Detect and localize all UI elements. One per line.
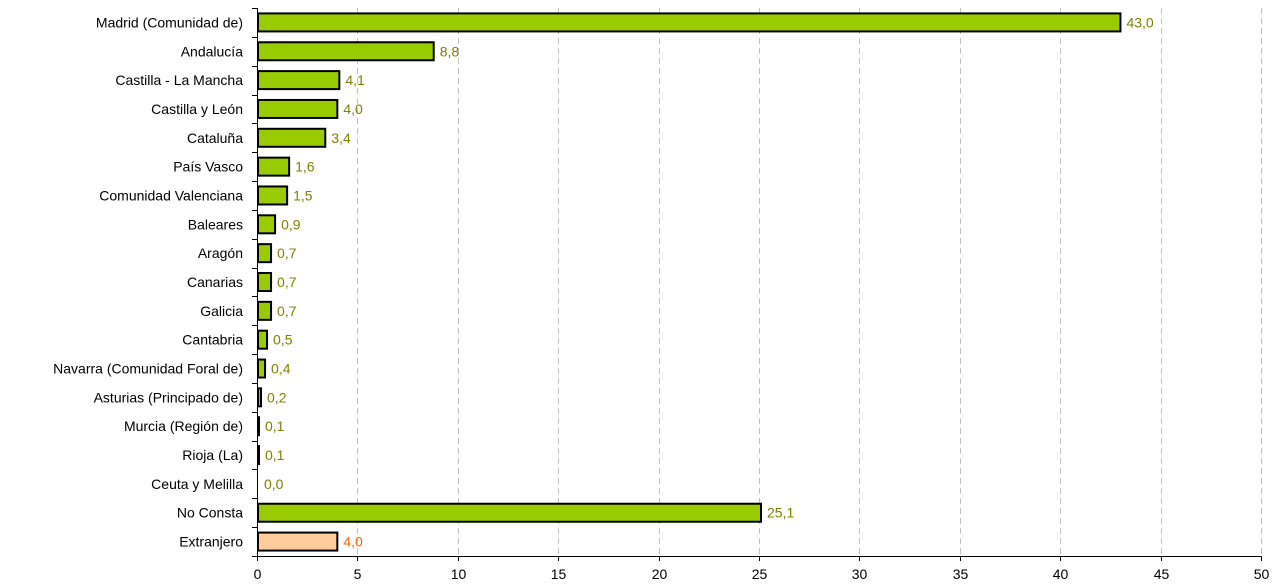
bar <box>257 214 277 235</box>
category-label: País Vasco <box>173 159 243 175</box>
x-tick-labels: 0 5 10 15 20 25 30 35 40 45 50 <box>254 566 1270 582</box>
value-label: 4,1 <box>345 72 365 88</box>
bar <box>257 358 267 379</box>
axes <box>252 8 1262 561</box>
x-tick-label: 15 <box>551 566 567 582</box>
value-label: 0,1 <box>265 447 285 463</box>
bar <box>257 272 273 292</box>
value-label: 0,4 <box>271 361 291 377</box>
category-label: Castilla y León <box>151 101 243 117</box>
x-tick-label: 0 <box>254 566 262 582</box>
value-label: 1,5 <box>293 187 313 203</box>
value-label: 0,0 <box>264 476 284 492</box>
value-label: 8,8 <box>440 43 460 59</box>
value-labels: 43,0 8,8 4,1 4,0 3,4 1,6 1,5 0,9 0,7 0,7 0,7 0,5 0,4… <box>264 14 1154 549</box>
bar <box>257 98 339 119</box>
bar <box>257 531 339 552</box>
category-label: Cataluña <box>187 130 243 146</box>
x-tick-label: 35 <box>953 566 969 582</box>
bar <box>257 41 435 62</box>
value-label: 0,9 <box>281 216 301 232</box>
category-labels: Madrid (Comunidad de) Andalucía Castilla -… <box>53 14 243 549</box>
value-label: 4,0 <box>343 534 363 550</box>
bar <box>257 185 289 206</box>
x-tick-label: 40 <box>1053 566 1069 582</box>
value-label: 1,6 <box>295 159 315 175</box>
value-label: 0,2 <box>267 389 287 405</box>
category-label: Ceuta y Melilla <box>151 476 243 492</box>
category-label: Comunidad Valenciana <box>99 187 243 203</box>
x-tick-label: 10 <box>451 566 467 582</box>
bar <box>257 300 273 321</box>
x-tick-label: 25 <box>752 566 768 582</box>
value-label: 0,7 <box>277 245 297 261</box>
grid-lines <box>357 8 1262 556</box>
value-label: 0,7 <box>277 303 297 319</box>
x-tick-label: 5 <box>354 566 362 582</box>
bar <box>257 156 291 177</box>
category-label: Navarra (Comunidad Foral de) <box>53 361 243 377</box>
category-label: No Consta <box>177 505 243 521</box>
value-label: 3,4 <box>331 130 351 146</box>
bar <box>257 70 341 91</box>
x-tick-label: 20 <box>652 566 668 582</box>
bar <box>257 387 263 408</box>
value-label: 25,1 <box>767 505 794 521</box>
x-tick-label: 30 <box>852 566 868 582</box>
value-label: 4,0 <box>343 101 363 117</box>
category-label: Extranjero <box>179 534 243 550</box>
category-label: Aragón <box>198 245 243 261</box>
bar <box>257 416 261 437</box>
category-label: Cantabria <box>182 332 243 348</box>
category-label: Rioja (La) <box>182 447 243 463</box>
bar <box>257 12 1122 33</box>
category-label: Murcia (Región de) <box>124 418 243 434</box>
category-label: Andalucía <box>181 43 243 59</box>
bar <box>257 329 269 350</box>
value-label: 0,5 <box>273 332 293 348</box>
x-tick-label: 45 <box>1154 566 1170 582</box>
value-label: 0,7 <box>277 274 297 290</box>
bars <box>257 12 1122 552</box>
category-label: Galicia <box>200 303 243 319</box>
bar <box>257 445 261 466</box>
bar <box>257 243 273 264</box>
category-label: Madrid (Comunidad de) <box>96 14 243 30</box>
category-label: Baleares <box>188 216 243 232</box>
category-label: Asturias (Principado de) <box>94 389 243 405</box>
value-label: 0,1 <box>265 418 285 434</box>
x-tick-label: 50 <box>1254 566 1270 582</box>
bar <box>257 127 327 148</box>
category-label: Castilla - La Mancha <box>115 72 243 88</box>
category-label: Canarias <box>187 274 243 290</box>
value-label: 43,0 <box>1126 14 1153 30</box>
bar <box>257 502 763 523</box>
